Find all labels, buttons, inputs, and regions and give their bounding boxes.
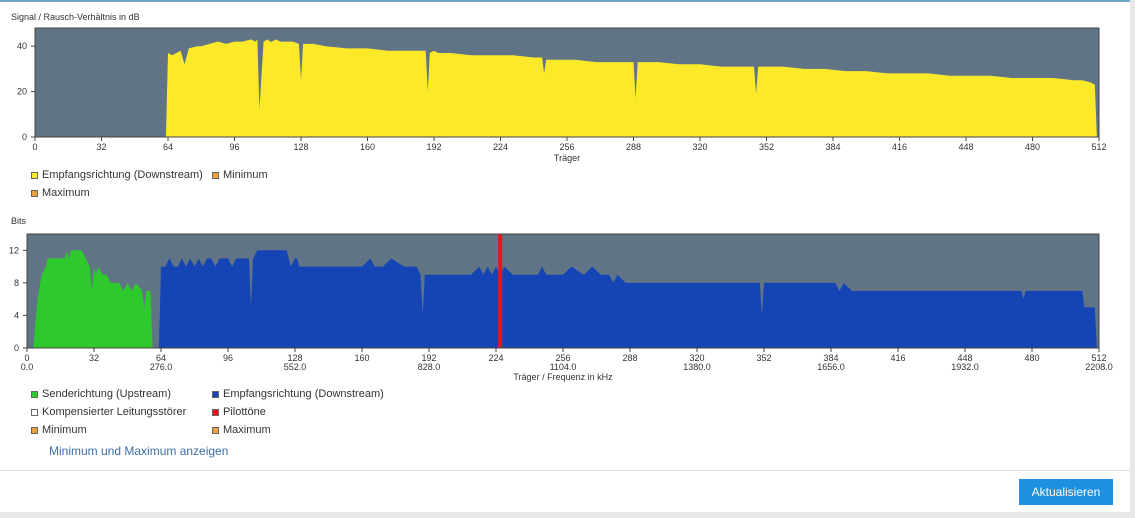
- x-frequency-label: 276.0: [150, 362, 173, 372]
- x-tick-label: 448: [957, 353, 972, 363]
- legend-swatch: [31, 189, 38, 197]
- x-frequency-label: 2208.0: [1085, 362, 1113, 372]
- x-tick-label: 384: [823, 353, 838, 363]
- legend-label: Minimum: [42, 424, 87, 436]
- x-tick-label: 224: [493, 142, 508, 152]
- x-tick-label: 352: [756, 353, 771, 363]
- x-tick-label: 64: [163, 142, 173, 152]
- legend-label: Empfangsrichtung (Downstream): [223, 388, 384, 400]
- x-tick-label: 160: [360, 142, 375, 152]
- legend-label: Empfangsrichtung (Downstream): [42, 169, 203, 181]
- downstream-area: [35, 39, 1099, 137]
- legend-swatch: [212, 390, 219, 398]
- y-tick-label: 0: [14, 343, 19, 353]
- legend-swatch: [31, 426, 38, 434]
- legend-item-bits-maximum: Maximum: [212, 424, 271, 436]
- legend-label: Pilottöne: [223, 406, 266, 418]
- top-border: [0, 0, 1135, 2]
- legend-label: Maximum: [223, 424, 271, 436]
- y-tick-label: 4: [14, 310, 19, 320]
- x-tick-label: 96: [223, 353, 233, 363]
- legend-label: Minimum: [223, 169, 268, 181]
- x-axis-title: Träger: [554, 153, 580, 163]
- x-tick-label: 32: [89, 353, 99, 363]
- legend-item-snr-downstream: Empfangsrichtung (Downstream): [31, 169, 203, 181]
- legend-label: Kompensierter Leitungsstörer: [42, 406, 187, 418]
- x-tick-label: 128: [293, 142, 308, 152]
- x-tick-label: 224: [488, 353, 503, 363]
- legend-item-snr-minimum: Minimum: [212, 169, 268, 181]
- x-tick-label: 288: [622, 353, 637, 363]
- legend-swatch: [31, 171, 38, 179]
- x-tick-label: 480: [1024, 353, 1039, 363]
- x-tick-label: 64: [156, 353, 166, 363]
- x-tick-label: 320: [689, 353, 704, 363]
- x-tick-label: 160: [354, 353, 369, 363]
- legend-item-compensated: Kompensierter Leitungsstörer: [31, 406, 186, 418]
- legend-item-upstream: Senderichtung (Upstream): [31, 388, 171, 400]
- pilot-tone-marker: [498, 234, 503, 348]
- y-tick-label: 20: [17, 87, 27, 97]
- x-frequency-label: 1656.0: [817, 362, 845, 372]
- legend-item-snr-maximum: Maximum: [31, 187, 90, 199]
- x-tick-label: 256: [555, 353, 570, 363]
- x-tick-label: 0: [24, 353, 29, 363]
- x-tick-label: 416: [892, 142, 907, 152]
- x-tick-label: 352: [759, 142, 774, 152]
- x-tick-label: 96: [229, 142, 239, 152]
- y-tick-label: 8: [14, 278, 19, 288]
- x-tick-label: 384: [825, 142, 840, 152]
- legend-swatch: [212, 408, 219, 416]
- x-tick-label: 448: [958, 142, 973, 152]
- window-bottom-edge: [0, 512, 1135, 518]
- x-tick-label: 192: [426, 142, 441, 152]
- window-edge: [1130, 0, 1135, 518]
- x-frequency-label: 1380.0: [683, 362, 711, 372]
- x-tick-label: 0: [32, 142, 37, 152]
- x-tick-label: 320: [692, 142, 707, 152]
- x-frequency-label: 1932.0: [951, 362, 979, 372]
- legend-item-bits-downstream: Empfangsrichtung (Downstream): [212, 388, 384, 400]
- bits-chart-title: Bits: [11, 216, 27, 226]
- x-tick-label: 32: [96, 142, 106, 152]
- x-tick-label: 512: [1091, 353, 1106, 363]
- upstream-area: [27, 250, 155, 348]
- legend-swatch: [212, 426, 219, 434]
- x-frequency-label: 828.0: [418, 362, 441, 372]
- x-axis-title: Träger / Frequenz in kHz: [513, 372, 613, 382]
- refresh-button[interactable]: Aktualisieren: [1019, 479, 1113, 505]
- legend-swatch: [31, 390, 38, 398]
- legend-label: Maximum: [42, 187, 90, 199]
- x-tick-label: 256: [559, 142, 574, 152]
- legend-item-bits-minimum: Minimum: [31, 424, 87, 436]
- show-minmax-link[interactable]: Minimum und Maximum anzeigen: [49, 444, 229, 458]
- x-tick-label: 128: [287, 353, 302, 363]
- x-tick-label: 512: [1091, 142, 1106, 152]
- y-tick-label: 0: [22, 132, 27, 142]
- snr-chart-title: Signal / Rausch-Verhältnis in dB: [11, 12, 140, 22]
- y-tick-label: 40: [17, 41, 27, 51]
- x-tick-label: 480: [1025, 142, 1040, 152]
- legend-label: Senderichtung (Upstream): [42, 388, 172, 400]
- x-frequency-label: 552.0: [284, 362, 307, 372]
- x-frequency-label: 1104.0: [550, 362, 577, 372]
- x-tick-label: 192: [421, 353, 436, 363]
- legend-item-pilot: Pilottöne: [212, 406, 266, 418]
- footer-divider: [0, 470, 1130, 471]
- legend-swatch: [31, 408, 38, 416]
- legend-swatch: [212, 171, 219, 179]
- downstream-area: [156, 250, 1100, 348]
- x-tick-label: 288: [626, 142, 641, 152]
- y-tick-label: 12: [9, 245, 19, 255]
- x-tick-label: 416: [890, 353, 905, 363]
- x-frequency-label: 0.0: [21, 362, 34, 372]
